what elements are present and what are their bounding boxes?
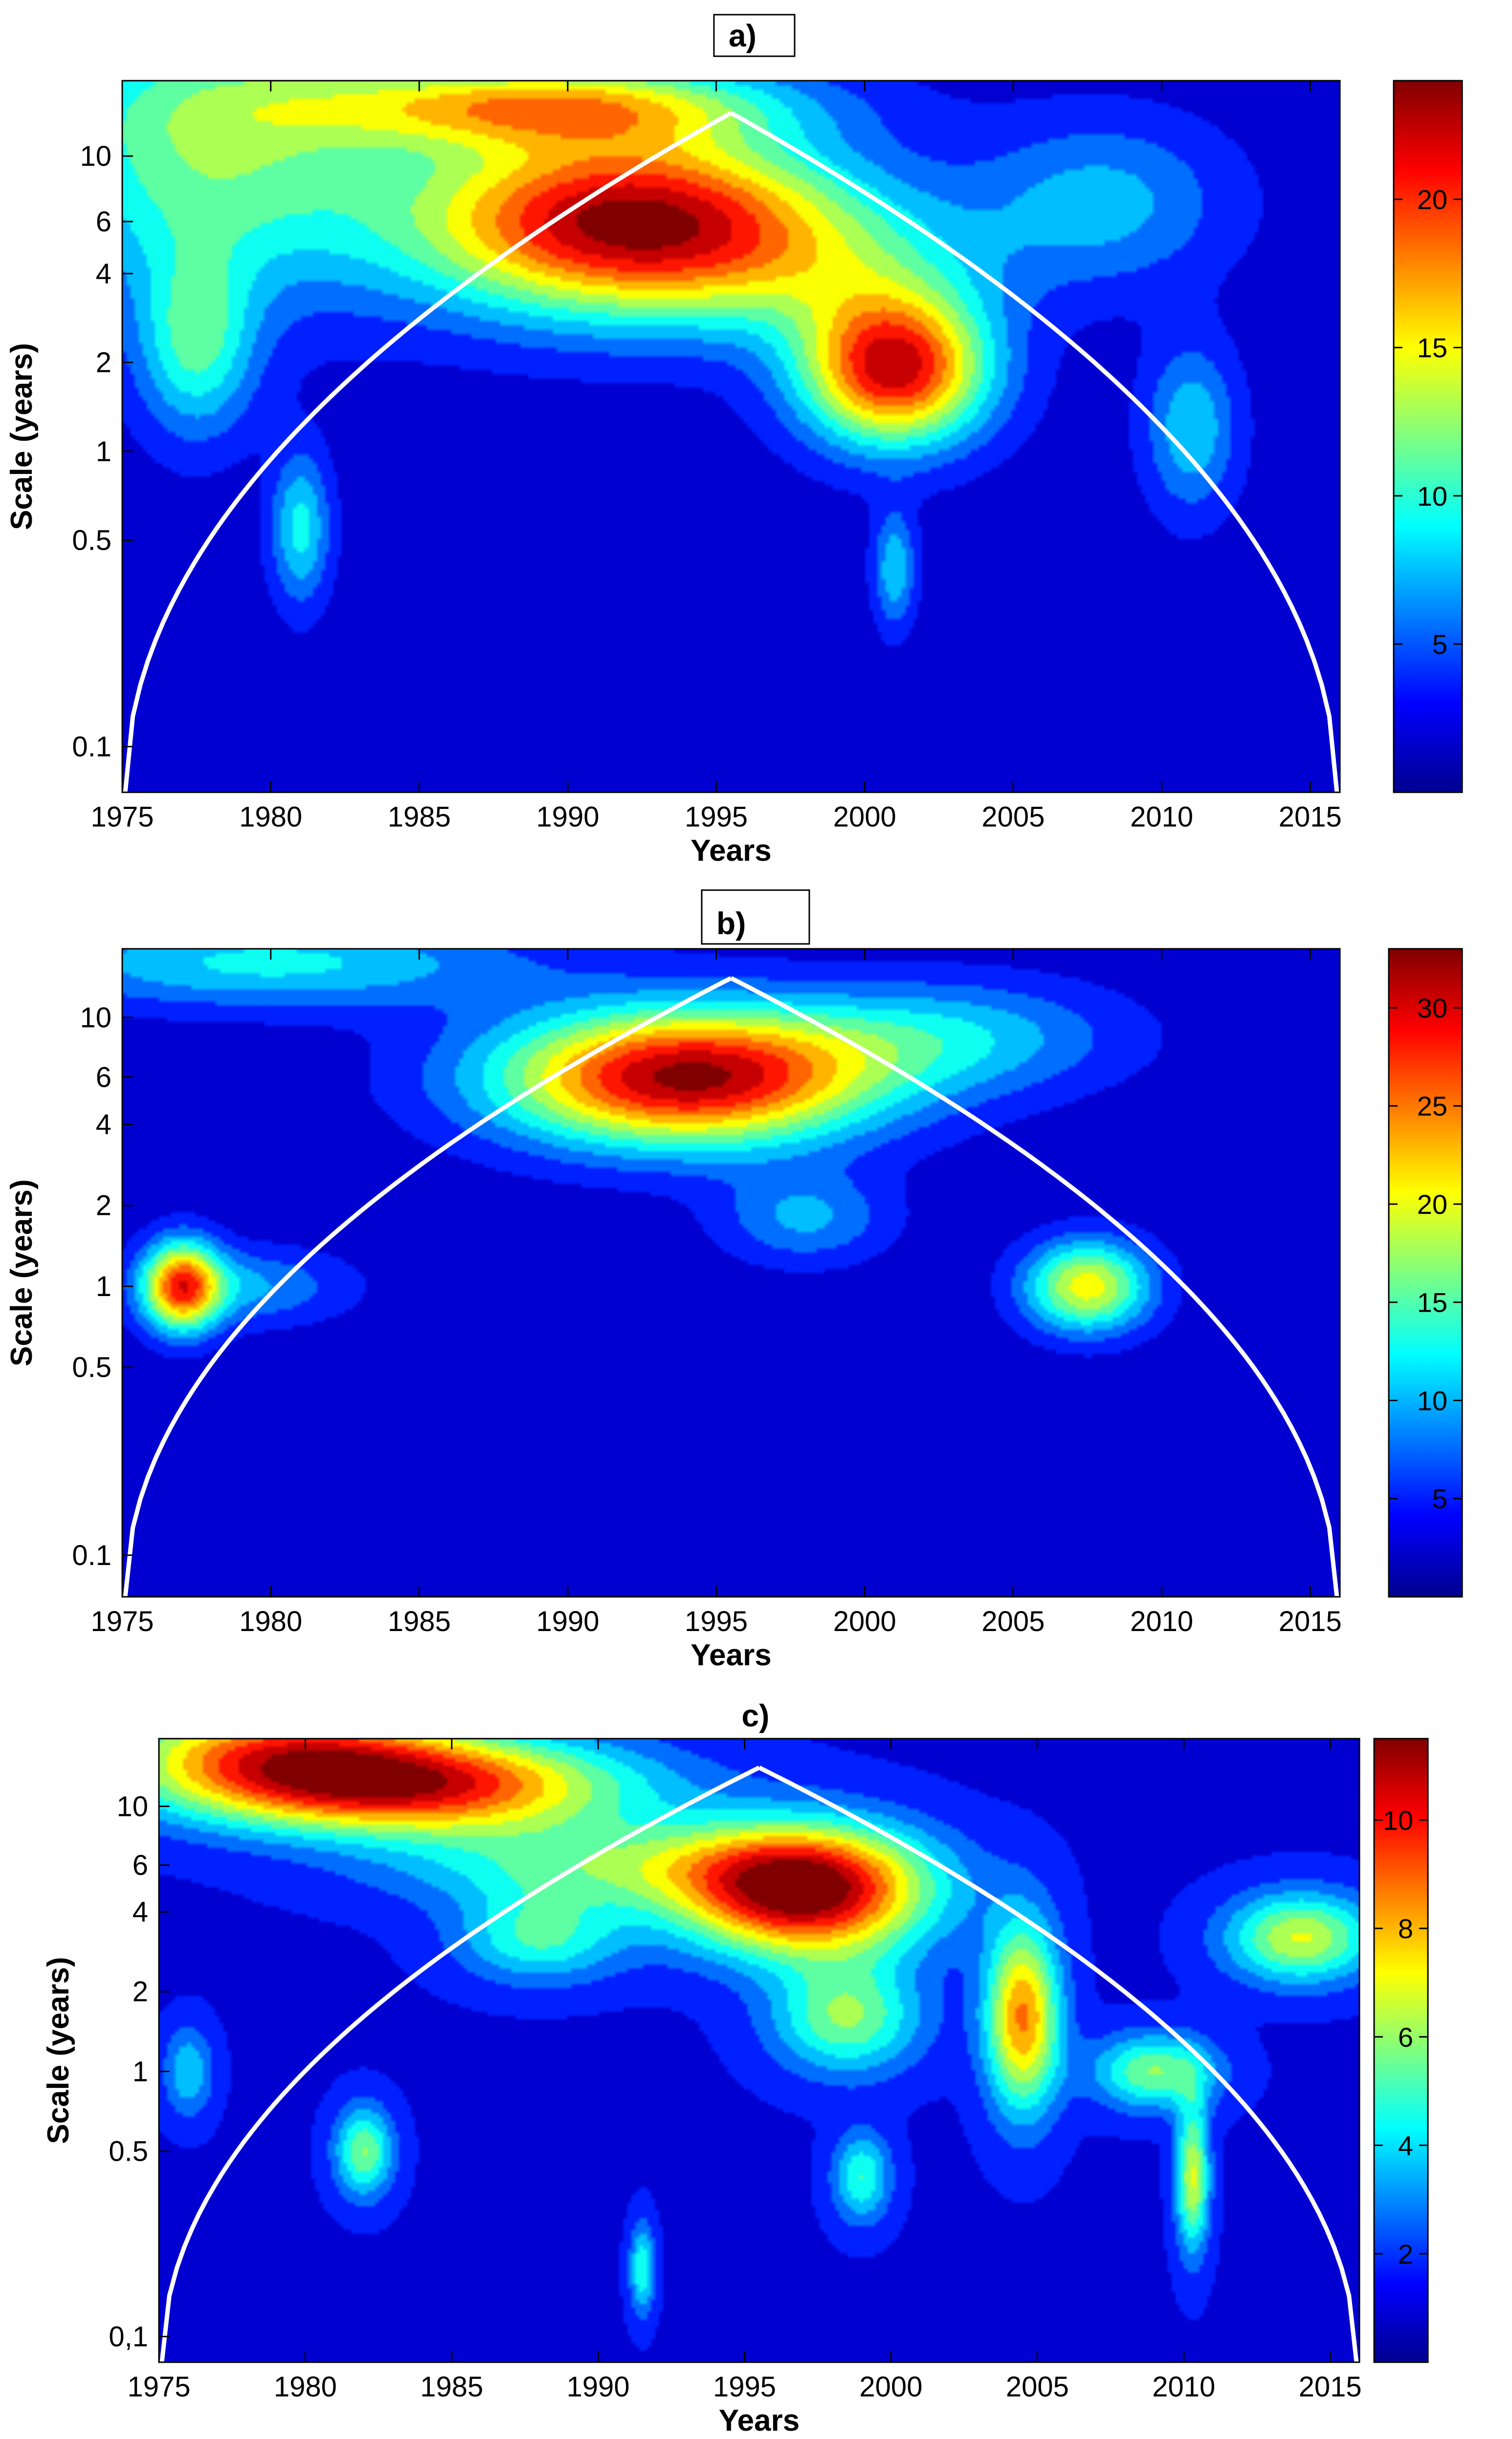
x-tick-label: 2000 <box>833 1606 896 1637</box>
colorbar-tick-label: 8 <box>1398 1913 1413 1944</box>
colorbar-tick-label: 10 <box>1417 1385 1447 1416</box>
x-tick-label: 1985 <box>420 2371 483 2403</box>
wavelet-power-heatmap <box>122 949 1340 1597</box>
y-tick-label: 0.5 <box>109 2136 148 2168</box>
x-tick-label: 1980 <box>274 2371 337 2403</box>
y-tick-label: 4 <box>133 1896 148 1928</box>
colorbar <box>1388 948 1463 1598</box>
y-tick-label: 4 <box>96 258 111 290</box>
colorbar-tick-label: 6 <box>1398 2022 1413 2053</box>
panel-2: 1975 1980 1985 1990 1995 2000 2005 2010 20150.10… <box>5 889 1463 1672</box>
x-tick-label: 1990 <box>536 801 599 833</box>
x-tick-label: 1985 <box>388 801 451 833</box>
x-tick-label: 2000 <box>833 801 896 833</box>
y-tick-label: 10 <box>80 1002 111 1033</box>
x-tick-label: 1990 <box>567 2371 630 2403</box>
x-tick-label: 1975 <box>127 2371 190 2403</box>
y-tick-label: 6 <box>133 1850 148 1881</box>
colorbar <box>1373 1738 1429 2363</box>
cone-of-influence-left <box>159 1766 760 2363</box>
y-tick-label: 6 <box>96 206 111 238</box>
wavelet-power-heatmap <box>122 81 1340 792</box>
y-tick-label: 6 <box>96 1061 111 1093</box>
x-tick-label: 1975 <box>90 801 154 833</box>
x-tick-label: 2015 <box>1279 801 1342 833</box>
colorbar-tick-label: 30 <box>1417 992 1447 1023</box>
y-tick-label: 0.5 <box>72 1352 111 1384</box>
x-tick-label: 2005 <box>981 1606 1045 1637</box>
colorbar-tick-label: 15 <box>1417 333 1447 363</box>
x-tick-label: 2010 <box>1152 2371 1215 2403</box>
x-tick-label: 1975 <box>90 1606 154 1637</box>
cone-of-influence-left <box>123 111 733 793</box>
y-tick-label: 0.1 <box>72 1540 111 1571</box>
plot-frame <box>121 948 1341 1598</box>
x-tick-label: 2000 <box>859 2371 922 2403</box>
panel-label-box <box>701 889 810 945</box>
colorbar-tick-label: 20 <box>1417 184 1447 215</box>
panel-1: 1975 1980 1985 1990 1995 2000 2005 2010 20150.10… <box>5 14 1463 868</box>
cone-of-influence-right <box>730 111 1339 793</box>
colorbar-tick-label: 20 <box>1417 1189 1447 1220</box>
panel-label: a) <box>729 18 756 53</box>
plot-frame <box>121 80 1341 793</box>
y-tick-label: 2 <box>96 347 111 379</box>
colorbar-tick-label: 2 <box>1398 2238 1413 2269</box>
wavelet-power-heatmap <box>159 1739 1359 2362</box>
y-tick-label: 0,1 <box>109 2321 148 2352</box>
y-tick-label: 10 <box>80 140 111 172</box>
y-axis-label: Scale (years) <box>42 1957 75 2144</box>
x-tick-label: 2010 <box>1130 801 1193 833</box>
y-tick-label: 10 <box>116 1790 148 1822</box>
colorbar-tick-label: 10 <box>1383 1805 1413 1835</box>
x-tick-label: 1990 <box>536 1606 599 1637</box>
x-tick-label: 2015 <box>1299 2371 1362 2403</box>
x-tick-label: 1985 <box>388 1606 451 1637</box>
y-tick-label: 0.5 <box>72 525 111 557</box>
x-tick-label: 1980 <box>239 801 302 833</box>
colorbar-tick-label: 25 <box>1417 1091 1447 1121</box>
x-axis-label: Years <box>719 2404 800 2438</box>
colorbar-tick-label: 15 <box>1417 1287 1447 1318</box>
panels-group: 1975 1980 1985 1990 1995 2000 2005 2010 20150.10… <box>5 14 1463 2438</box>
panel-3: 1975 1980 1985 1990 1995 2000 2005 2010 2015 0,1 0… <box>42 1698 1429 2438</box>
y-tick-label: 1 <box>96 436 111 468</box>
cone-of-influence-left <box>123 976 733 1597</box>
y-tick-label: 1 <box>133 2056 148 2087</box>
cone-of-influence-right <box>758 1766 1359 2363</box>
x-axis-label: Years <box>690 1638 772 1672</box>
colorbar-tick-label: 5 <box>1432 629 1447 660</box>
panel-label-box <box>713 14 796 57</box>
x-tick-label: 1995 <box>713 2371 776 2403</box>
x-axis-label: Years <box>690 834 772 868</box>
colorbar-tick-label: 5 <box>1432 1483 1447 1514</box>
y-axis-label: Scale (years) <box>5 1179 39 1366</box>
y-tick-label: 4 <box>96 1109 111 1141</box>
x-tick-label: 2015 <box>1279 1606 1342 1637</box>
plot-frame <box>158 1738 1360 2363</box>
colorbar-tick-label: 4 <box>1398 2130 1413 2161</box>
colorbar <box>1393 80 1463 793</box>
x-tick-label: 1995 <box>685 801 748 833</box>
panel-label: b) <box>716 906 746 941</box>
x-tick-label: 2005 <box>1006 2371 1069 2403</box>
y-tick-label: 0.1 <box>72 731 111 762</box>
y-tick-label: 2 <box>133 1976 148 2008</box>
x-tick-label: 1980 <box>239 1606 302 1637</box>
colorbar-tick-label: 10 <box>1417 481 1447 512</box>
x-tick-label: 2005 <box>981 801 1045 833</box>
y-tick-label: 2 <box>96 1190 111 1222</box>
x-tick-label: 2010 <box>1130 1606 1193 1637</box>
cone-of-influence-right <box>730 976 1339 1597</box>
panel-label: c) <box>742 1698 770 1733</box>
y-tick-label: 1 <box>96 1271 111 1302</box>
x-tick-label: 1995 <box>685 1606 748 1637</box>
y-axis-label: Scale (years) <box>5 343 39 530</box>
